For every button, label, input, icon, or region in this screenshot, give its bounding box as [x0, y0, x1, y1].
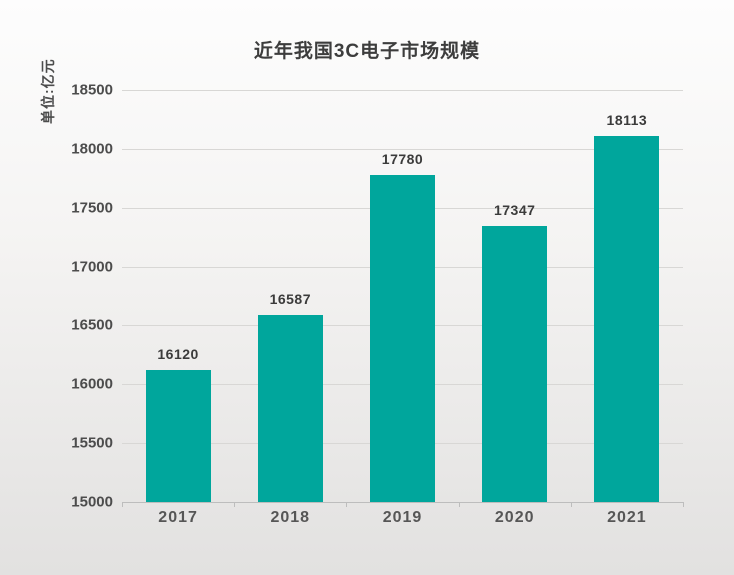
y-tick-label: 18000 — [71, 140, 113, 158]
gridline — [122, 90, 683, 91]
y-tick-label: 15500 — [71, 434, 113, 452]
x-tick-label: 2019 — [382, 509, 423, 526]
x-tick-label: 2020 — [494, 509, 535, 526]
x-axis-tick — [458, 502, 460, 507]
chart-title: 近年我国3C电子市场规模 — [253, 41, 481, 62]
gridline — [122, 148, 683, 150]
x-axis-tick — [570, 502, 572, 507]
x-tick-label: 2018 — [270, 509, 311, 526]
x-tick-label: 2017 — [158, 509, 198, 526]
x-axis-line — [122, 502, 683, 503]
x-tick-label: 2021 — [607, 509, 647, 526]
bar-value-label: 16587 — [269, 291, 312, 308]
y-tick-label: 16500 — [71, 316, 113, 334]
bar-value-label: 18113 — [606, 111, 648, 128]
bar-value-label: 17780 — [381, 150, 424, 167]
bar-2019 — [370, 174, 435, 502]
x-axis-tick — [346, 502, 348, 507]
y-tick-label: 16000 — [71, 375, 113, 393]
y-tick-label: 17500 — [71, 199, 113, 217]
bar-2018 — [257, 315, 323, 502]
bar-value-label: 17347 — [493, 201, 536, 218]
x-axis-tick — [683, 502, 684, 507]
y-axis: 15000 15500 16000 16500 17000 17500 18000 18500 — [40, 82, 113, 511]
y-tick-label: 15000 — [71, 493, 113, 511]
bar-2020 — [482, 225, 548, 502]
y-tick-label: 18500 — [71, 81, 113, 99]
y-tick-label: 17000 — [71, 258, 113, 276]
x-axis: 2017 2018 2019 2020 2021 — [122, 509, 683, 533]
plot-area: 16120 16587 17780 17347 18113 — [122, 90, 684, 507]
x-axis-tick — [234, 502, 236, 507]
bar-2017 — [145, 370, 211, 502]
bar-2021 — [594, 135, 660, 502]
bar-value-label: 16120 — [157, 346, 199, 363]
x-axis-tick — [122, 502, 123, 507]
